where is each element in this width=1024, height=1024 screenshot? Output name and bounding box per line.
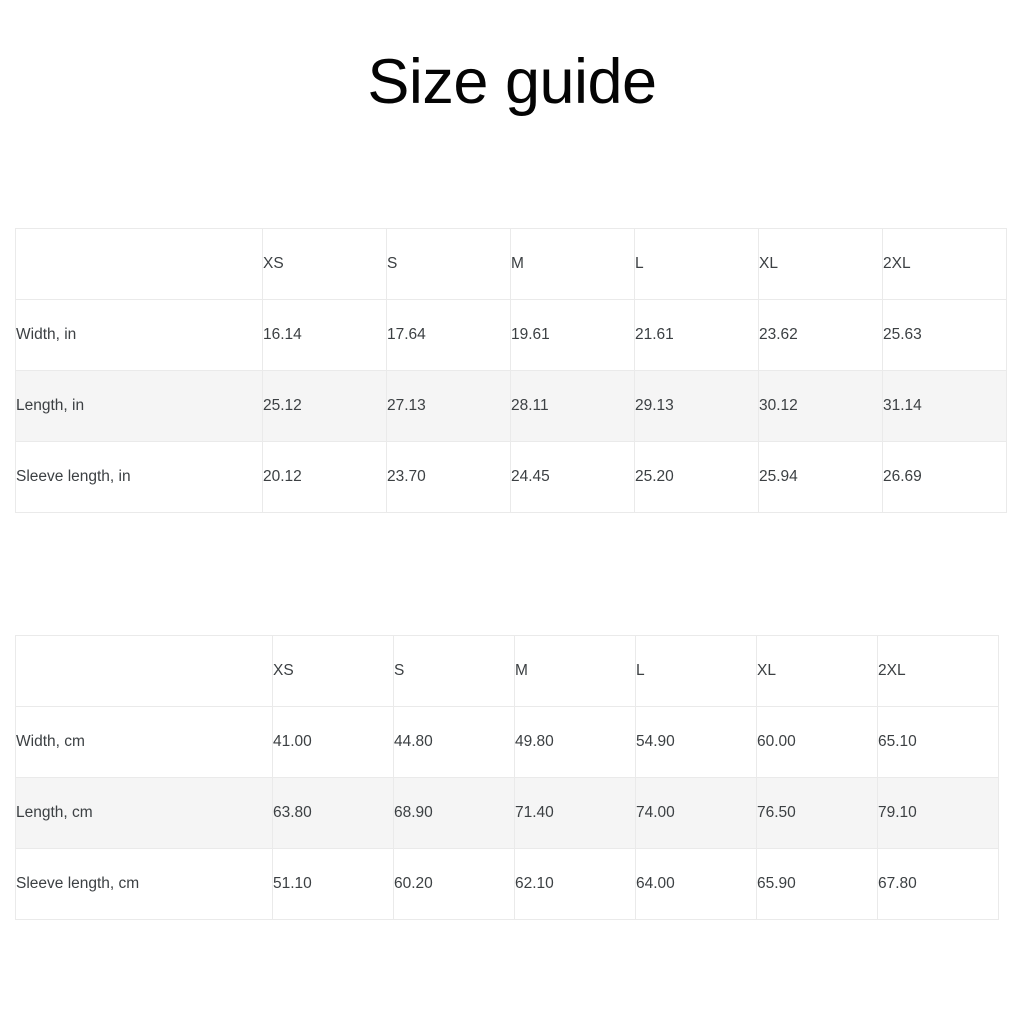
measurement-sleeve-length-cm-2xl: 67.80 xyxy=(877,848,999,920)
table-row: Width, in 16.14 17.64 19.61 21.61 23.62 25.63 xyxy=(15,299,1007,371)
header-corner-cell xyxy=(15,228,263,300)
measurement-width-in-xl: 23.62 xyxy=(758,299,883,371)
table-row: Sleeve length, in 20.12 23.70 24.45 25.20 25.… xyxy=(15,441,1007,513)
header-corner-cell xyxy=(15,635,273,707)
table-body-inches: Width, in 16.14 17.64 19.61 21.61 23.62 25.63 L… xyxy=(15,299,1007,513)
row-label-length-cm: Length, cm xyxy=(15,777,273,849)
column-header-l: L xyxy=(634,228,759,300)
measurement-length-in-s: 27.13 xyxy=(386,370,511,442)
column-header-l: L xyxy=(635,635,757,707)
measurement-sleeve-length-in-2xl: 26.69 xyxy=(882,441,1007,513)
table-body-centimeters: Width, cm 41.00 44.80 49.80 54.90 60.00 65.10 L… xyxy=(15,706,999,920)
column-header-xs: XS xyxy=(272,635,394,707)
measurement-width-in-xs: 16.14 xyxy=(262,299,387,371)
size-table-inches: XS S M L XL 2XL Width, in 16.14 17.64 19.61 21.61… xyxy=(15,228,1007,513)
measurement-sleeve-length-in-m: 24.45 xyxy=(510,441,635,513)
measurement-width-cm-l: 54.90 xyxy=(635,706,757,778)
measurement-width-cm-xs: 41.00 xyxy=(272,706,394,778)
measurement-width-cm-xl: 60.00 xyxy=(756,706,878,778)
size-table-centimeters: XS S M L XL 2XL Width, cm 41.00 44.80 49.80 54.90… xyxy=(15,635,999,920)
measurement-sleeve-length-cm-xl: 65.90 xyxy=(756,848,878,920)
column-header-m: M xyxy=(510,228,635,300)
measurement-sleeve-length-in-s: 23.70 xyxy=(386,441,511,513)
measurement-sleeve-length-in-l: 25.20 xyxy=(634,441,759,513)
measurement-length-cm-2xl: 79.10 xyxy=(877,777,999,849)
column-header-2xl: 2XL xyxy=(882,228,1007,300)
measurement-length-in-xl: 30.12 xyxy=(758,370,883,442)
header-row: XS S M L XL 2XL xyxy=(15,228,1007,300)
column-header-2xl: 2XL xyxy=(877,635,999,707)
measurement-sleeve-length-cm-m: 62.10 xyxy=(514,848,636,920)
row-label-width-cm: Width, cm xyxy=(15,706,273,778)
measurement-length-in-xs: 25.12 xyxy=(262,370,387,442)
measurement-length-cm-xl: 76.50 xyxy=(756,777,878,849)
row-label-sleeve-length-cm: Sleeve length, cm xyxy=(15,848,273,920)
measurement-width-cm-2xl: 65.10 xyxy=(877,706,999,778)
measurement-length-in-2xl: 31.14 xyxy=(882,370,1007,442)
table-row: Sleeve length, cm 51.10 60.20 62.10 64.00 65.… xyxy=(15,848,999,920)
table-row: Length, in 25.12 27.13 28.11 29.13 30.12 31.14 xyxy=(15,370,1007,442)
measurement-length-cm-s: 68.90 xyxy=(393,777,515,849)
table-head-inches: XS S M L XL 2XL xyxy=(15,228,1007,300)
measurement-width-in-l: 21.61 xyxy=(634,299,759,371)
column-header-xl: XL xyxy=(756,635,878,707)
measurement-length-cm-xs: 63.80 xyxy=(272,777,394,849)
page-title: Size guide xyxy=(367,47,657,117)
column-header-xs: XS xyxy=(262,228,387,300)
measurement-sleeve-length-cm-l: 64.00 xyxy=(635,848,757,920)
measurement-width-cm-s: 44.80 xyxy=(393,706,515,778)
column-header-s: S xyxy=(393,635,515,707)
measurement-length-in-l: 29.13 xyxy=(634,370,759,442)
measurement-sleeve-length-in-xs: 20.12 xyxy=(262,441,387,513)
measurement-width-cm-m: 49.80 xyxy=(514,706,636,778)
table-row: Length, cm 63.80 68.90 71.40 74.00 76.50 79.10 xyxy=(15,777,999,849)
measurement-length-in-m: 28.11 xyxy=(510,370,635,442)
measurement-length-cm-m: 71.40 xyxy=(514,777,636,849)
measurement-sleeve-length-cm-s: 60.20 xyxy=(393,848,515,920)
measurement-width-in-s: 17.64 xyxy=(386,299,511,371)
row-label-width-in: Width, in xyxy=(15,299,263,371)
column-header-s: S xyxy=(386,228,511,300)
row-label-length-in: Length, in xyxy=(15,370,263,442)
table-row: Width, cm 41.00 44.80 49.80 54.90 60.00 65.10 xyxy=(15,706,999,778)
measurement-sleeve-length-cm-xs: 51.10 xyxy=(272,848,394,920)
table-head-centimeters: XS S M L XL 2XL xyxy=(15,635,999,707)
column-header-m: M xyxy=(514,635,636,707)
header-row: XS S M L XL 2XL xyxy=(15,635,999,707)
measurement-length-cm-l: 74.00 xyxy=(635,777,757,849)
measurement-width-in-2xl: 25.63 xyxy=(882,299,1007,371)
row-label-sleeve-length-in: Sleeve length, in xyxy=(15,441,263,513)
page-title-container: Size guide xyxy=(0,46,1024,118)
measurement-sleeve-length-in-xl: 25.94 xyxy=(758,441,883,513)
measurement-width-in-m: 19.61 xyxy=(510,299,635,371)
column-header-xl: XL xyxy=(758,228,883,300)
